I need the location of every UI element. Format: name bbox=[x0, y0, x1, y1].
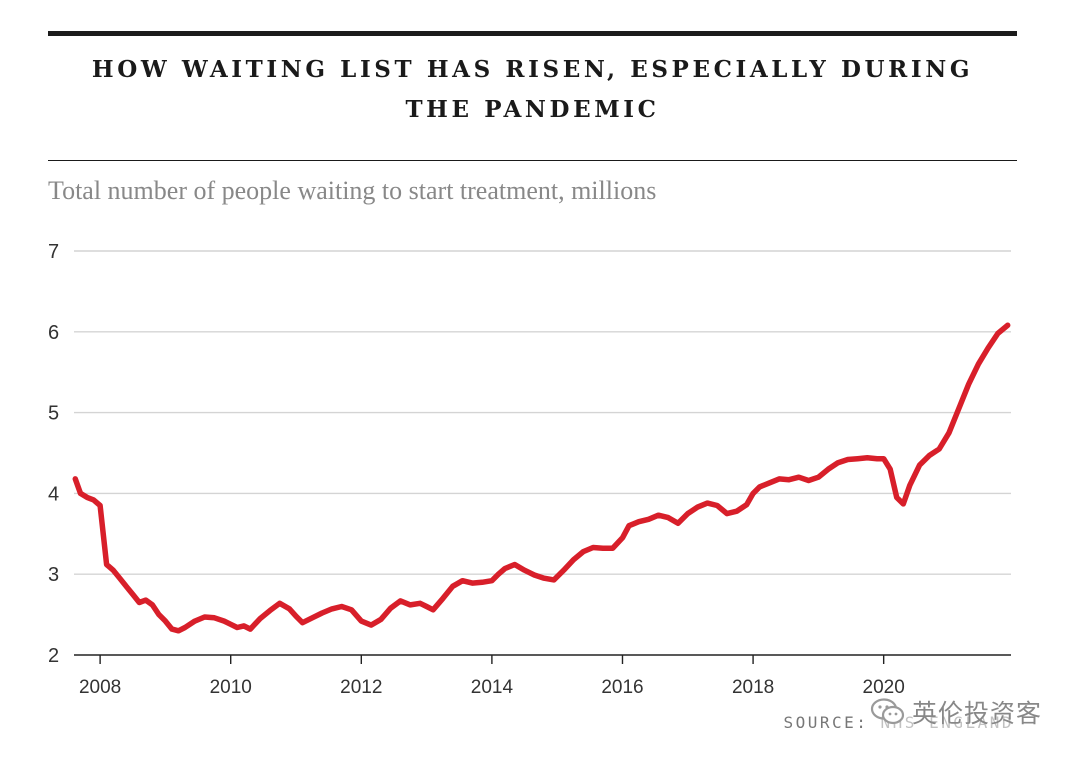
series-layer bbox=[72, 322, 1011, 634]
wechat-icon bbox=[870, 698, 905, 725]
y-tick-label-4: 4 bbox=[48, 483, 59, 505]
chart-title-line-2: THE PANDEMIC bbox=[405, 96, 660, 123]
x-axis bbox=[74, 654, 1011, 664]
top-rule bbox=[48, 31, 1017, 36]
grid-lines bbox=[74, 250, 1011, 575]
x-tick-label-2008: 2008 bbox=[79, 677, 121, 698]
chart-subtitle: Total number of people waiting to start … bbox=[48, 176, 657, 205]
x-tick-labels: 2008 2010 2012 2014 2016 2018 2020 bbox=[79, 677, 905, 698]
series-line-0 bbox=[72, 322, 1011, 634]
y-tick-label-7: 7 bbox=[48, 241, 59, 263]
y-tick-label-2: 2 bbox=[48, 645, 59, 667]
watermark: 英伦投资客 bbox=[865, 694, 1046, 730]
y-tick-label-5: 5 bbox=[48, 403, 59, 425]
x-tick-label-2018: 2018 bbox=[732, 677, 774, 698]
y-tick-label-3: 3 bbox=[48, 564, 59, 586]
x-tick-label-2014: 2014 bbox=[471, 677, 514, 698]
x-tick-label-2010: 2010 bbox=[210, 677, 252, 698]
watermark-text: 英伦投资客 bbox=[911, 699, 1042, 728]
y-tick-labels: 2 3 4 5 6 7 bbox=[48, 241, 59, 667]
x-tick-label-2012: 2012 bbox=[340, 677, 382, 698]
chart-title-line-1: HOW WAITING LIST HAS RISEN, ESPECIALLY D… bbox=[91, 56, 974, 83]
x-tick-label-2016: 2016 bbox=[601, 677, 643, 698]
chart-title: HOW WAITING LIST HAS RISEN, ESPECIALLY D… bbox=[48, 50, 1017, 130]
title-divider bbox=[48, 160, 1017, 161]
x-tick-label-2020: 2020 bbox=[863, 677, 905, 698]
y-tick-label-6: 6 bbox=[48, 322, 59, 344]
